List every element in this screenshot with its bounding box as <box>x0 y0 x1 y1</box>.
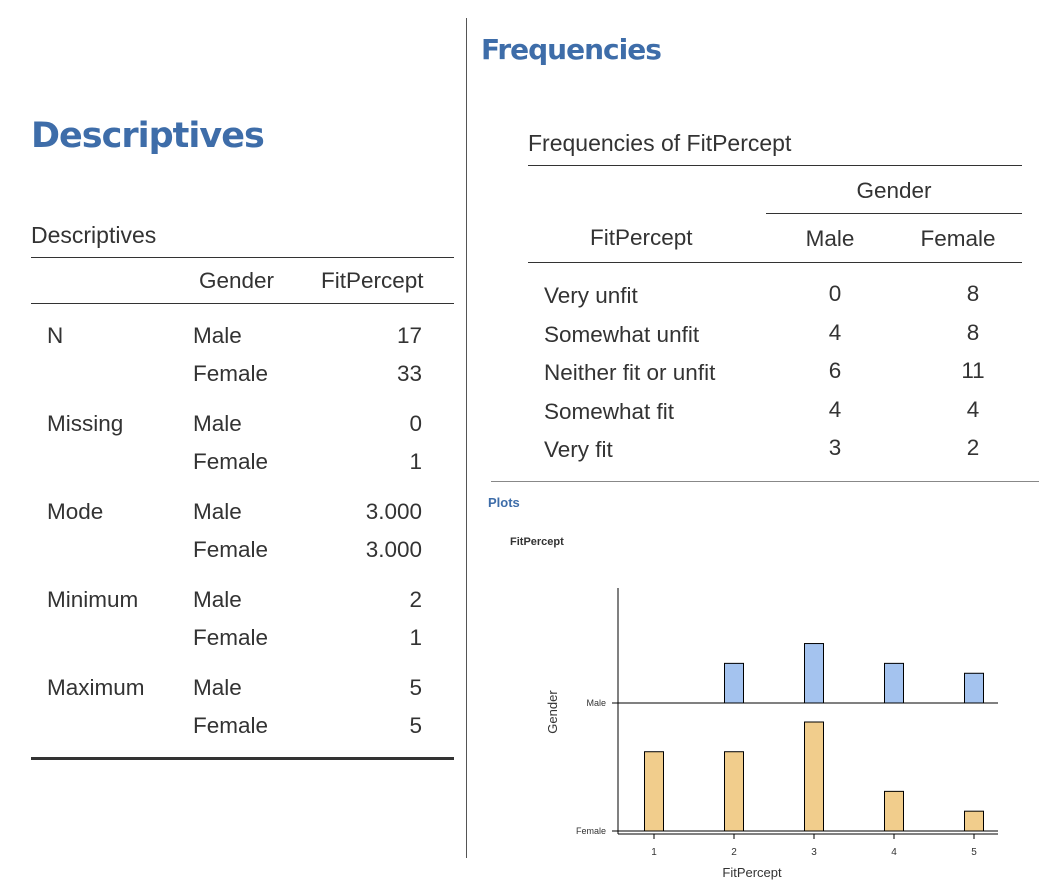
descriptives-value-male: 17 <box>396 323 422 348</box>
frequencies-count-female: 11 <box>961 358 985 383</box>
bar-male <box>724 662 744 704</box>
bar-female <box>964 810 984 832</box>
descriptives-top-rule <box>31 257 454 258</box>
frequencies-table-title: Frequencies of FitPercept <box>528 130 792 156</box>
x-tick-label: 5 <box>971 847 977 858</box>
descriptives-stat-label: Missing <box>47 411 124 436</box>
descriptives-header-rule <box>31 303 454 304</box>
descriptives-value-male: 0 <box>409 411 422 436</box>
descriptives-gender-male: Male <box>193 587 242 612</box>
plots-heading: Plots <box>488 495 520 510</box>
descriptives-value-female: 33 <box>396 361 422 386</box>
descriptives-value-female: 1 <box>409 625 422 650</box>
x-tick-label: 1 <box>651 847 657 858</box>
bar-female <box>884 790 904 832</box>
frequencies-count-female: 8 <box>966 319 980 345</box>
descriptives-stat-label: Maximum <box>47 675 145 700</box>
panel-divider <box>466 18 467 858</box>
descriptives-value-female: 5 <box>409 713 422 738</box>
frequencies-group-header: Gender <box>856 178 932 203</box>
descriptives-value-male: 2 <box>409 587 422 612</box>
descriptives-value-female: 1 <box>409 449 422 474</box>
frequencies-group-rule <box>766 213 1022 214</box>
frequencies-level-label: Somewhat fit <box>544 398 675 424</box>
descriptives-gender-male: Male <box>193 675 242 700</box>
frequencies-top-rule <box>528 165 1022 166</box>
frequencies-col-female: Female <box>920 226 996 251</box>
descriptives-gender-male: Male <box>193 499 242 524</box>
bar-female <box>804 721 824 832</box>
frequencies-col-male: Male <box>805 226 855 251</box>
descriptives-gender-female: Female <box>193 361 269 386</box>
frequencies-count-female: 2 <box>966 435 980 460</box>
x-axis-title: FitPercept <box>722 865 782 880</box>
descriptives-col-gender: Gender <box>199 268 275 293</box>
descriptives-gender-female: Female <box>193 625 269 650</box>
frequencies-count-female: 8 <box>966 281 980 306</box>
frequencies-count-female: 4 <box>966 396 980 422</box>
y-axis-title: Gender <box>545 690 560 734</box>
frequencies-row-header: FitPercept <box>590 225 693 250</box>
frequencies-heading: Frequencies <box>481 33 662 66</box>
x-tick-label: 4 <box>891 847 897 858</box>
frequencies-level-label: Neither fit or unfit <box>544 360 716 385</box>
frequencies-count-male: 3 <box>828 435 842 460</box>
frequencies-count-male: 4 <box>828 396 842 422</box>
descriptives-stat-label: Minimum <box>47 587 139 612</box>
frequencies-level-label: Very fit <box>544 437 613 462</box>
frequencies-level-label: Somewhat unfit <box>544 321 700 347</box>
descriptives-gender-female: Female <box>193 713 269 738</box>
plot-title: FitPercept <box>510 536 564 548</box>
descriptives-gender-female: Female <box>193 537 269 562</box>
descriptives-gender-male: Male <box>193 411 242 436</box>
descriptives-bottom-rule <box>31 757 454 760</box>
descriptives-value-female: 3.000 <box>365 537 422 562</box>
bar-male <box>884 662 904 704</box>
x-tick-label: 3 <box>811 847 817 858</box>
bar-male <box>804 643 824 704</box>
descriptives-value-male: 3.000 <box>365 499 422 524</box>
descriptives-col-fitpercept: FitPercept <box>321 268 424 293</box>
frequencies-header-rule <box>528 262 1022 263</box>
y-tick-label-male: Male <box>586 698 606 708</box>
frequencies-bottom-rule <box>491 481 1039 482</box>
descriptives-gender-male: Male <box>193 323 242 348</box>
bar-female <box>724 751 744 832</box>
descriptives-gender-female: Female <box>193 449 269 474</box>
frequencies-level-label: Very unfit <box>544 283 638 308</box>
descriptives-value-male: 5 <box>409 675 422 700</box>
y-tick-label-female: Female <box>576 826 606 836</box>
descriptives-heading: Descriptives <box>31 116 265 156</box>
bar-female <box>644 751 664 832</box>
descriptives-stat-label: Mode <box>47 499 104 524</box>
descriptives-stat-label: N <box>47 323 64 348</box>
bar-male <box>964 672 984 704</box>
frequencies-count-male: 0 <box>828 281 842 306</box>
frequencies-count-male: 4 <box>828 319 842 345</box>
descriptives-table-title: Descriptives <box>31 222 157 248</box>
x-tick-label: 2 <box>731 847 737 858</box>
frequencies-count-male: 6 <box>828 358 842 383</box>
